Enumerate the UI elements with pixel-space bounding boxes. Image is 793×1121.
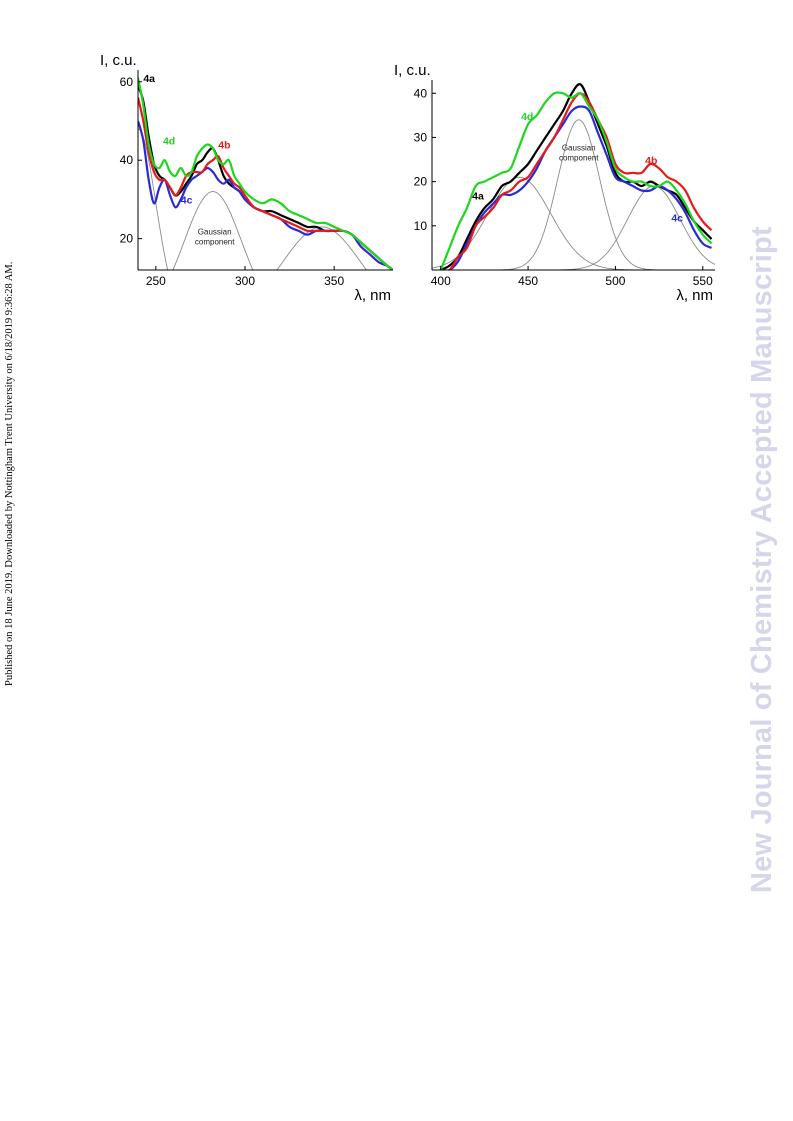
- x-tick-label: 300: [235, 274, 255, 288]
- x-tick-label: 400: [431, 274, 451, 288]
- gaussian-annotation-line2: component: [559, 154, 599, 163]
- x-tick-label: 250: [146, 274, 166, 288]
- gaussian-components: [432, 119, 715, 270]
- gaussian-curve-2: [432, 119, 715, 270]
- journal-watermark: New Journal of Chemistry Accepted Manusc…: [746, 226, 778, 893]
- x-tick-label: 450: [518, 274, 538, 288]
- gaussian-annotation-line2: component: [195, 238, 235, 247]
- y-tick-label: 20: [120, 232, 134, 246]
- series-label-4d: 4d: [521, 111, 533, 123]
- series-line-4a: [440, 83, 713, 270]
- series-label-4a: 4a: [472, 190, 484, 202]
- y-tick-label: 40: [120, 153, 134, 167]
- x-tick-label: 350: [324, 274, 344, 288]
- series-line-4c: [440, 105, 712, 270]
- x-axis-title: λ, nm: [354, 287, 391, 304]
- series-lines: [138, 77, 393, 270]
- gaussian-curve-1: [432, 176, 715, 270]
- y-tick-label: 60: [120, 75, 134, 89]
- series-line-4a: [138, 85, 393, 270]
- y-tick-label: 40: [414, 86, 428, 100]
- gaussian-annotation-line1: Gaussian: [562, 144, 596, 153]
- series-label-4c: 4c: [671, 212, 683, 224]
- y-tick-label: 10: [414, 219, 428, 233]
- series-line-4d: [439, 91, 713, 270]
- gaussian-annotation-line1: Gaussian: [198, 228, 232, 237]
- y-tick-label: 20: [414, 175, 428, 189]
- gaussian-curve-3: [432, 185, 715, 270]
- series-label-4b: 4b: [218, 139, 230, 151]
- series-label-4b: 4b: [645, 155, 657, 167]
- series-line-4b: [138, 97, 393, 270]
- emission-chart-visible: 400 450 500 550 10 20 30 40 I, c.u. λ, nm Gaussian…: [394, 62, 715, 304]
- emission-chart-uv: 250 300 350 20 40 60 I, c.u. λ, nm Gaussiancompo…: [100, 52, 393, 304]
- series-label-4c: 4c: [181, 194, 193, 206]
- publication-note: Published on 18 June 2019. Downloaded by…: [4, 261, 15, 686]
- y-axis-title: I, c.u.: [394, 62, 431, 79]
- series-label-4a: 4a: [143, 73, 155, 85]
- series-label-4d: 4d: [163, 136, 175, 148]
- gaussian-curve-2: [172, 191, 254, 270]
- x-tick-label: 550: [693, 274, 713, 288]
- gaussian-curve-3: [276, 226, 367, 270]
- y-tick-label: 30: [414, 130, 428, 144]
- gaussian-components: [138, 128, 367, 270]
- y-axis-title: I, c.u.: [100, 52, 137, 69]
- series-line-4d: [138, 77, 393, 270]
- x-axis-title: λ, nm: [676, 287, 713, 304]
- series-lines: [439, 83, 713, 270]
- x-tick-label: 500: [605, 274, 625, 288]
